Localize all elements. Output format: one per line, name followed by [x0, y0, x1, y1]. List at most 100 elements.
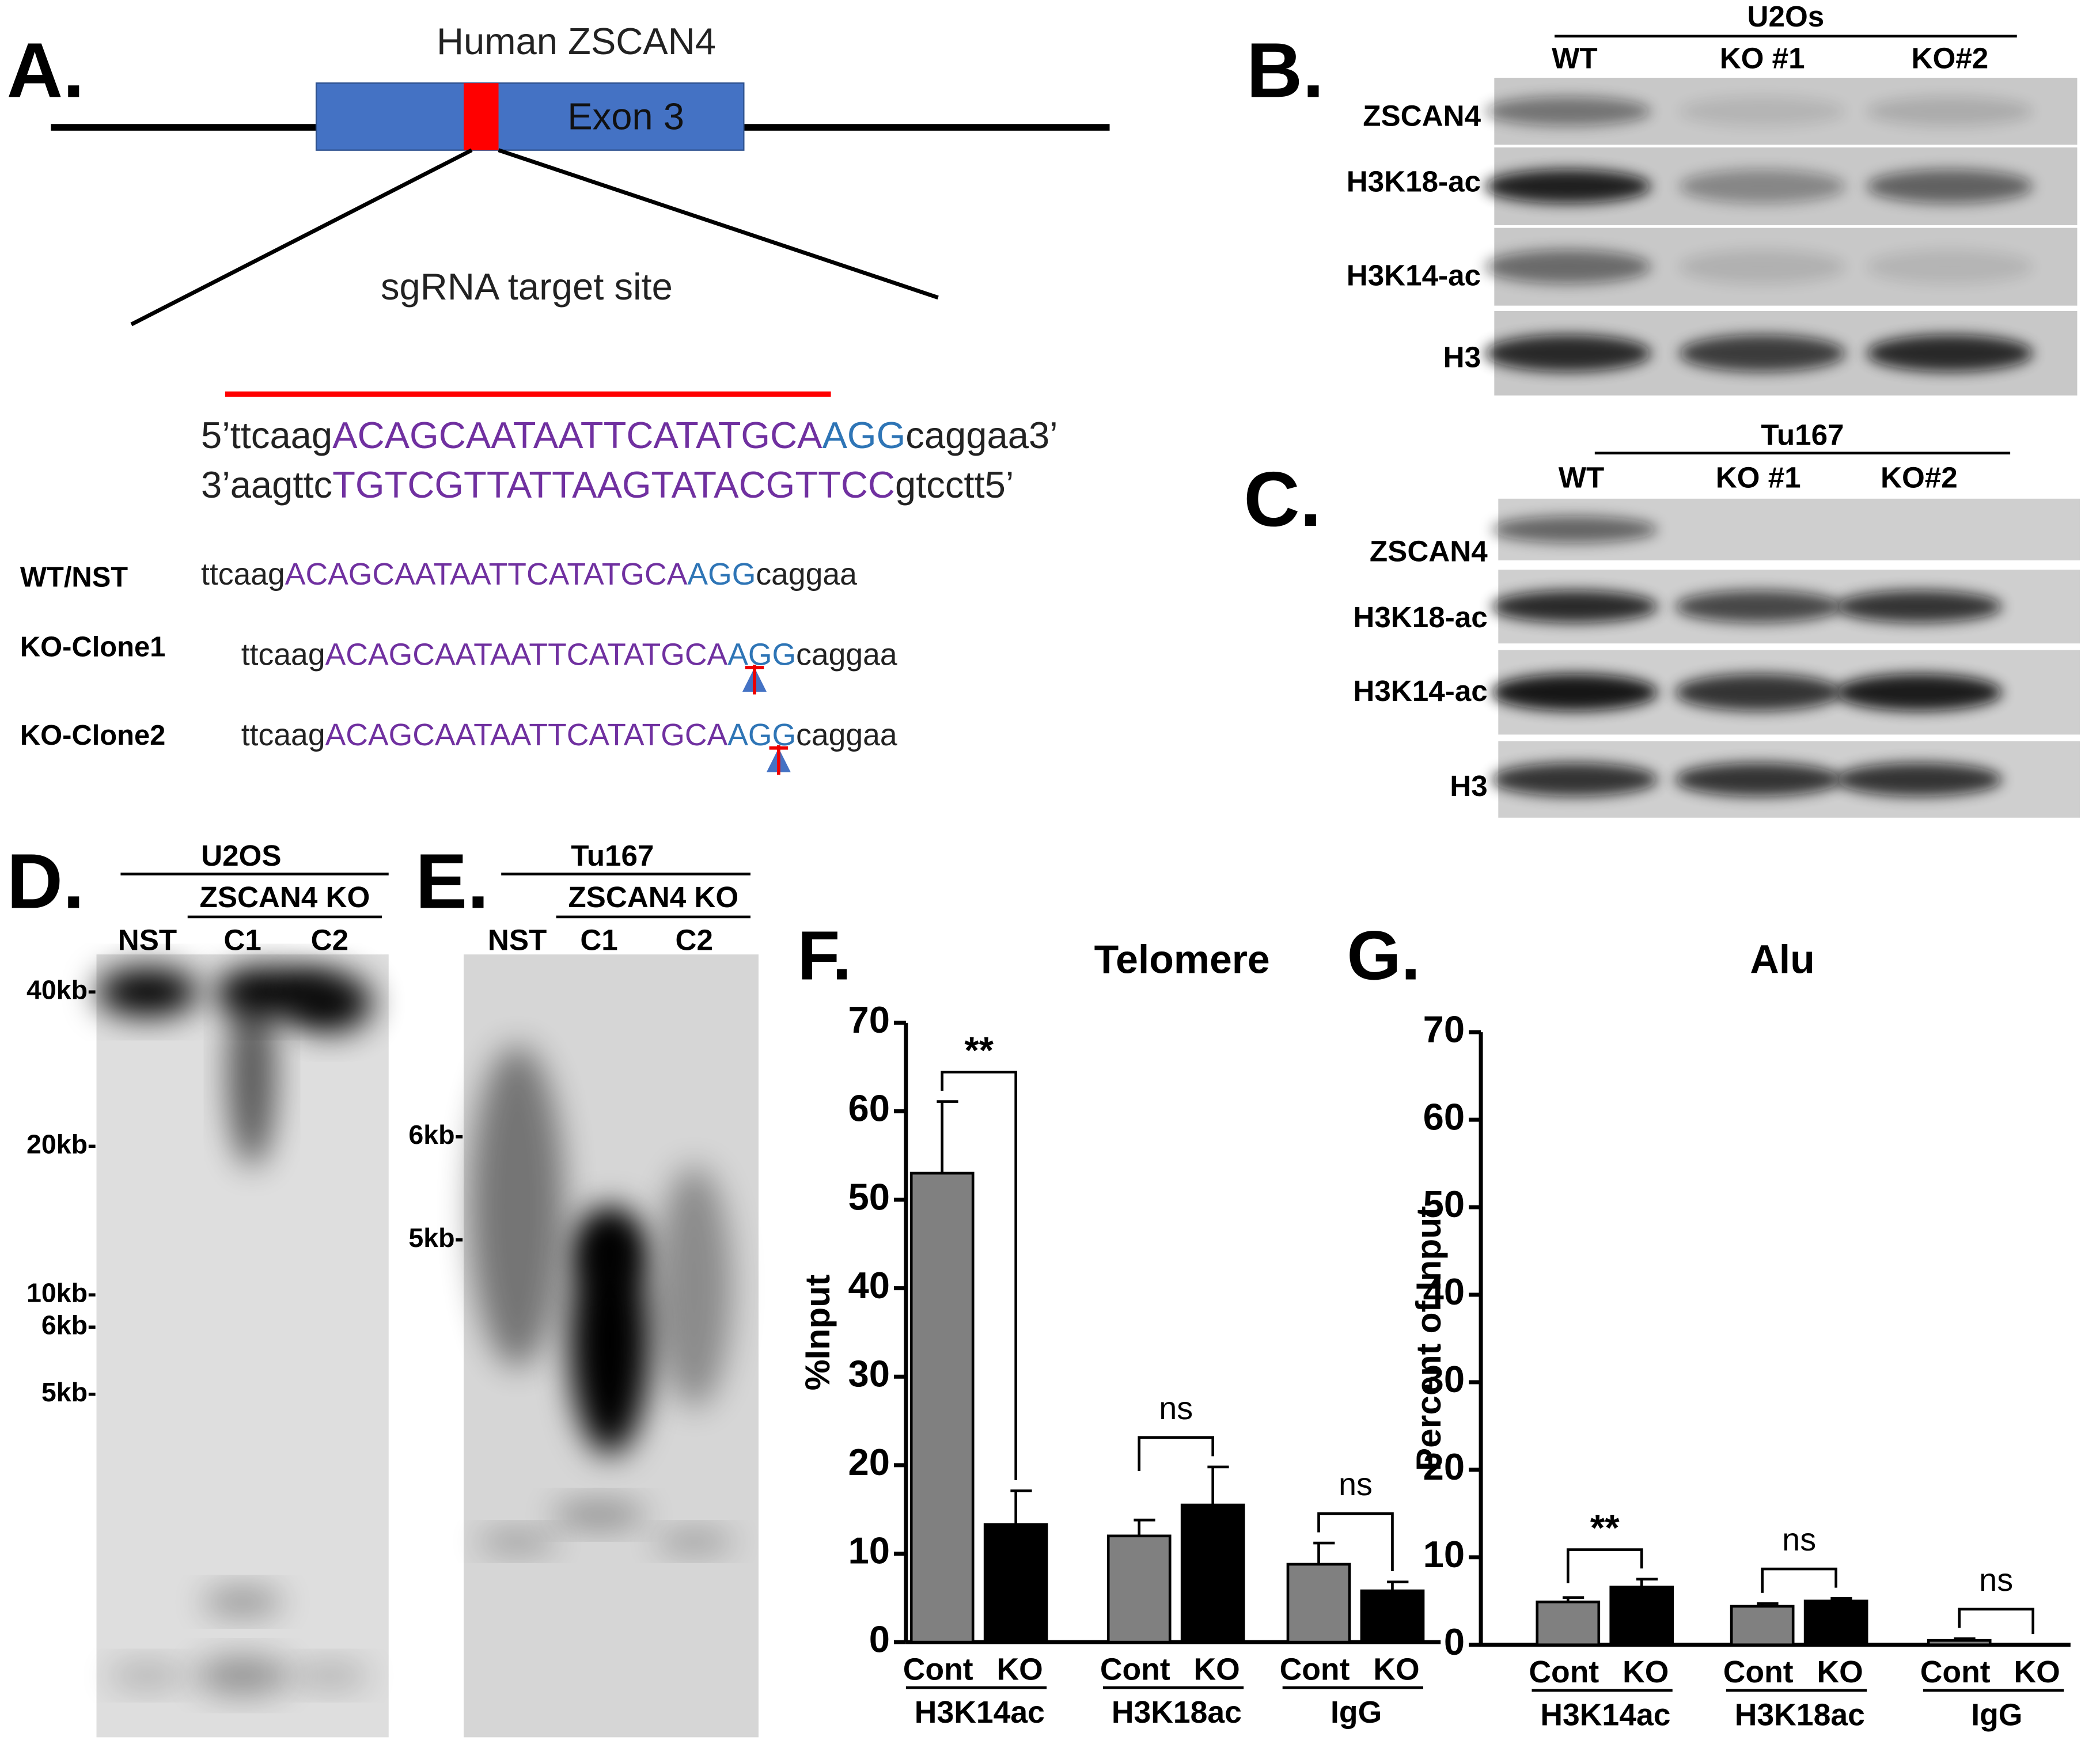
bar	[1536, 1600, 1601, 1647]
blot-band	[1485, 169, 1651, 204]
bar	[1803, 1599, 1868, 1647]
blot-band	[1491, 673, 1658, 711]
lane-label: C2	[311, 924, 348, 957]
x-subcategory-label: KO	[2014, 1655, 2060, 1689]
lane-label: NST	[488, 924, 547, 957]
x-subcategory-label: Cont	[1280, 1652, 1350, 1686]
sense-sequence: 5’ttcaagACAGCAATAATTCATATGCAAGGcaggaa3’	[201, 414, 1058, 456]
exon-label: Exon 3	[567, 95, 684, 137]
significance-label: ns	[1782, 1521, 1816, 1557]
y-tick-label: 40	[1423, 1271, 1465, 1313]
blot-band	[1679, 249, 1845, 284]
antibody-label: H3	[1450, 769, 1487, 802]
panel-label: E.	[415, 837, 489, 924]
x-subcategory-label: KO	[1817, 1655, 1863, 1689]
panel-label: G.	[1347, 916, 1420, 995]
seq-target: ACAGCAATAATTCATATGCA	[332, 414, 822, 456]
blot-band	[1675, 590, 1841, 623]
significance-label: **	[964, 1029, 994, 1071]
panel-label: C.	[1244, 456, 1321, 543]
group-label: ZSCAN4 KO	[568, 881, 738, 913]
blot-band	[1485, 249, 1651, 284]
gel-signal	[195, 1656, 290, 1694]
gel-signal	[202, 1588, 283, 1616]
x-tick-label: H3K14ac	[915, 1696, 1045, 1730]
error-bar	[1830, 1597, 1852, 1601]
lane-label: KO#2	[1881, 461, 1958, 494]
x-tick-label: H3K18ac	[1735, 1698, 1865, 1732]
error-bar	[1757, 1602, 1779, 1606]
lane-label: WT	[1552, 41, 1598, 74]
seq-flank: gtcctt5’	[895, 464, 1014, 506]
bar	[1609, 1586, 1674, 1647]
error-bar	[1313, 1541, 1335, 1564]
x-subcategory-label: KO	[1373, 1652, 1419, 1686]
y-tick-label: 70	[848, 999, 889, 1041]
lane-label: NST	[118, 924, 177, 957]
gel-signal	[654, 1530, 735, 1553]
sequence-rows: WT/NST ttcaagACAGCAATAATTCATATGCAAGGcagga…	[20, 558, 897, 752]
significance-label: ns	[1339, 1466, 1373, 1502]
y-axis-label: %Input	[798, 1275, 837, 1391]
significance-label: ns	[1979, 1561, 2013, 1598]
blot-band	[1675, 673, 1841, 711]
y-tick-label: 30	[848, 1352, 889, 1394]
charts: F. Telomere %Input 0 10 20 30 40 50 60 70 Cont KO H3K…	[797, 916, 2071, 1732]
exon-box	[315, 82, 745, 151]
y-tick-label: 0	[1444, 1621, 1465, 1663]
seq-pam: AGG	[687, 558, 756, 592]
antibody-label: H3K14-ac	[1347, 259, 1481, 291]
zoom-line	[130, 148, 473, 327]
blots: B. U2Os WT KO #1 KO#2 ZSCAN4 H3K18-ac H3K14-ac H…	[1244, 0, 2080, 818]
gel-signal	[477, 1530, 558, 1553]
error-bar	[1562, 1596, 1585, 1602]
gel-signal	[96, 968, 199, 1017]
x-subcategory-label: Cont	[903, 1652, 973, 1686]
x-subcategory-label: KO	[1194, 1652, 1240, 1686]
antibody-label: H3	[1443, 340, 1481, 373]
cell-line: U2Os	[1748, 0, 1825, 33]
target-box	[464, 83, 499, 150]
error-bar	[1134, 1518, 1155, 1536]
error-bar	[1010, 1489, 1032, 1525]
seq-target: ACAGCAATAATTCATATGCA	[325, 638, 728, 672]
seq-flank: caggaa3’	[905, 414, 1057, 456]
x-subcategory-label: Cont	[1723, 1655, 1794, 1689]
row-sequence: ttcaagACAGCAATAATTCATATGCAAGGcaggaa	[241, 638, 897, 672]
antisense-sequence: 3’aagttcTGTCGTTATTAAGTATACGTTCCgtcctt5’	[201, 464, 1014, 506]
error-bar	[1207, 1465, 1229, 1506]
panel-label: D.	[7, 837, 85, 924]
blot-band	[1867, 249, 2033, 284]
y-tick-label: 60	[1423, 1095, 1465, 1138]
seq-target: ACAGCAATAATTCATATGCA	[285, 558, 688, 592]
error-bar	[1387, 1580, 1409, 1591]
bar	[1730, 1605, 1795, 1647]
blot-band	[1867, 335, 2033, 372]
x-tick-label: IgG	[1971, 1698, 2022, 1732]
y-tick-label: 50	[848, 1176, 889, 1218]
size-marker: 40kb-	[26, 975, 97, 1005]
blot-band	[1485, 335, 1651, 372]
significance-label: ns	[1159, 1390, 1193, 1426]
blot-band	[1679, 335, 1845, 372]
panel-label: B.	[1246, 26, 1324, 113]
seq-pam: AGG	[822, 414, 905, 456]
gel-signal	[289, 1662, 370, 1689]
blot-band	[1836, 590, 2003, 623]
significance-bracket	[941, 1071, 1017, 1480]
blot-band	[1867, 96, 2033, 126]
blot-band	[1836, 763, 2003, 797]
size-marker: 5kb-	[408, 1223, 464, 1253]
significance-bracket	[1317, 1512, 1394, 1572]
seq-target: TGTCGTTATTAAGTATACGTTCC	[332, 464, 895, 506]
blot-band	[1485, 96, 1651, 126]
bar	[1180, 1503, 1245, 1644]
gel-signal	[576, 1206, 643, 1287]
y-tick-label: 40	[848, 1264, 889, 1306]
y-tick-label: 10	[848, 1530, 889, 1572]
error-bar	[937, 1100, 958, 1173]
antibody-label: H3K14-ac	[1353, 674, 1487, 707]
significance-label: **	[1590, 1507, 1620, 1549]
